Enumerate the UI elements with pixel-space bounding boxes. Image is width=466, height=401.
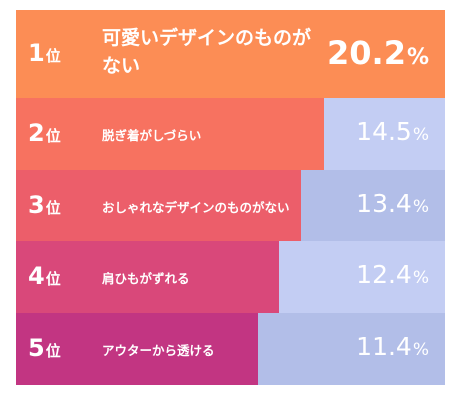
value-unit: % xyxy=(412,267,429,288)
category-label: 脱ぎ着がしづらい xyxy=(102,127,202,143)
rank-number: 2 xyxy=(28,118,45,147)
value-number: 12.4 xyxy=(356,259,412,289)
value-unit: % xyxy=(412,196,429,217)
rank-label: 4位 xyxy=(28,262,61,290)
rank-suffix: 位 xyxy=(45,341,61,360)
value-number: 11.4 xyxy=(356,331,412,361)
value-unit: % xyxy=(412,339,429,360)
value-label: 13.4% xyxy=(356,189,429,218)
rank-label: 5位 xyxy=(28,334,61,362)
ranking-row-4: 4位 肩ひもがずれる 12.4% xyxy=(16,241,445,313)
value-number: 20.2 xyxy=(327,34,406,72)
value-unit: % xyxy=(406,45,429,70)
bar-rank-3 xyxy=(16,170,301,242)
rank-label: 2位 xyxy=(28,119,61,147)
ranking-row-5: 5位 アウターから透ける 11.4% xyxy=(16,313,445,385)
bar-rank-1 xyxy=(16,10,445,98)
rank-number: 5 xyxy=(28,333,45,362)
rank-suffix: 位 xyxy=(45,47,61,65)
ranking-row-2: 2位 脱ぎ着がしづらい 14.5% xyxy=(16,98,445,170)
rank-label: 1位 xyxy=(28,39,61,67)
rank-number: 3 xyxy=(28,190,45,219)
value-label: 14.5% xyxy=(356,117,429,146)
rank-suffix: 位 xyxy=(45,269,61,288)
bar-rank-5 xyxy=(16,313,259,385)
value-label: 12.4% xyxy=(356,260,429,289)
value-number: 13.4 xyxy=(356,188,412,218)
rank-label: 3位 xyxy=(28,191,61,219)
rank-suffix: 位 xyxy=(45,126,61,145)
rank-number: 1 xyxy=(28,39,45,67)
ranking-bar-chart: 1位 可愛いデザインのものがない 20.2% 2位 脱ぎ着がしづらい 14.5% 3位 おしゃ… xyxy=(16,10,445,386)
rank-suffix: 位 xyxy=(45,198,61,217)
value-unit: % xyxy=(412,124,429,145)
rank-number: 4 xyxy=(28,261,45,290)
value-label: 11.4% xyxy=(356,332,429,361)
ranking-row-1: 1位 可愛いデザインのものがない 20.2% xyxy=(16,10,445,98)
value-label: 20.2% xyxy=(327,34,429,72)
category-label: 肩ひもがずれる xyxy=(102,270,190,286)
bar-rank-4 xyxy=(16,241,280,313)
bar-rank-2 xyxy=(16,98,324,170)
category-label: 可愛いデザインのものがない xyxy=(102,27,312,77)
category-label: アウターから透ける xyxy=(102,342,215,358)
value-number: 14.5 xyxy=(356,116,412,146)
ranking-row-3: 3位 おしゃれなデザインのものがない 13.4% xyxy=(16,170,445,242)
category-label: おしゃれなデザインのものがない xyxy=(102,199,290,215)
